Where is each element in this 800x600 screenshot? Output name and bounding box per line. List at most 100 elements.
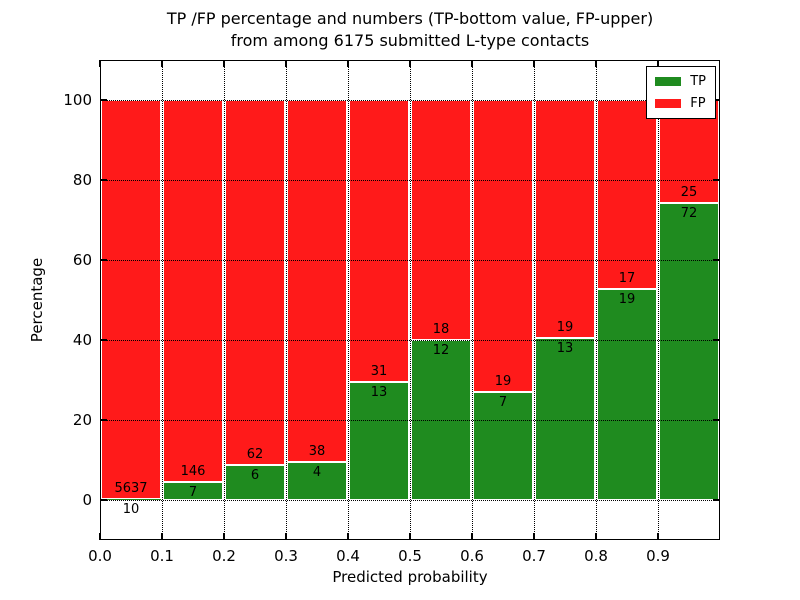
legend-entry-tp: TP (655, 74, 706, 89)
y-axis-tick (100, 419, 107, 421)
x-axis-tick (285, 60, 287, 67)
y-axis-tick (100, 499, 107, 501)
bar-value-fp: 62 (246, 446, 264, 462)
gridline-vertical (657, 60, 659, 540)
y-axis-tick (100, 179, 107, 181)
legend-entry-fp: FP (655, 96, 706, 111)
x-axis-tick (161, 60, 163, 67)
bar-value-tp: 7 (188, 484, 198, 500)
x-tick-label: 0.3 (274, 547, 298, 565)
x-axis-tick (409, 533, 411, 540)
y-tick-label: 20 (72, 411, 92, 429)
bars-layer (100, 60, 720, 540)
bar-segment-fp (225, 100, 285, 465)
ticks-layer (99, 60, 720, 540)
x-axis-tick (223, 533, 225, 540)
x-axis-tick (409, 60, 411, 67)
bar-segment-tp (225, 464, 285, 500)
y-tick-label: 40 (72, 331, 92, 349)
bar-segment-tp (349, 381, 409, 500)
chart-title-line1: TP /FP percentage and numbers (TP-bottom… (166, 9, 654, 28)
y-axis-tick (100, 339, 107, 341)
bar-value-tp: 7 (498, 395, 508, 411)
x-axis-tick (223, 60, 225, 67)
x-axis-tick (657, 533, 659, 540)
legend-label-tp: TP (690, 74, 706, 89)
bar-segment-tp (163, 481, 223, 500)
bar-segment-tp (535, 337, 595, 500)
bar-value-tp: 72 (680, 206, 698, 222)
chart-title: TP /FP percentage and numbers (TP-bottom… (100, 8, 720, 52)
bar-segment-tp (597, 288, 657, 500)
legend-label-fp: FP (690, 96, 706, 111)
bar-value-fp: 38 (308, 443, 326, 459)
y-axis-tick (713, 99, 720, 101)
gridline-vertical (595, 60, 597, 540)
bar-segment-tp (659, 203, 719, 500)
bar-segment-fp (101, 100, 161, 500)
gridline-vertical (347, 60, 349, 540)
x-axis-tick (533, 60, 535, 67)
bar-value-tp: 13 (370, 384, 388, 400)
x-tick-label: 0.5 (398, 547, 422, 565)
x-axis-tick (471, 533, 473, 540)
x-axis-tick (471, 60, 473, 67)
bar-segment-fp (349, 100, 409, 382)
y-axis-tick (100, 259, 107, 261)
bar-value-fp: 18 (432, 322, 450, 337)
labels-layer: 5637 10 146 7 62 6 38 4 31 13 18 12 19 7 19 13 17 19 25 72 0… (63, 60, 720, 565)
bar-segment-tp (287, 461, 347, 500)
x-tick-label: 0.4 (336, 547, 360, 565)
gridline-vertical (409, 60, 411, 540)
bar-value-fp: 5637 (114, 481, 148, 497)
x-axis-tick (595, 60, 597, 67)
bar-value-tp: 4 (312, 464, 322, 480)
x-tick-label: 0.9 (646, 547, 670, 565)
bar-value-fp: 31 (370, 363, 388, 379)
gridline-vertical (533, 60, 535, 540)
y-axis-tick (713, 419, 720, 421)
x-axis-tick (657, 60, 659, 67)
gridline-vertical (223, 60, 225, 540)
y-axis-label: Percentage (28, 257, 46, 343)
bar-value-tp: 10 (122, 502, 140, 518)
y-tick-label: 60 (72, 251, 92, 269)
bar-segment-fp (287, 100, 347, 462)
y-axis-tick (713, 499, 720, 501)
gridline-vertical (161, 60, 163, 540)
bar-value-tp: 13 (556, 340, 574, 356)
x-axis-tick (533, 533, 535, 540)
bar-value-fp: 19 (556, 319, 574, 335)
bar-value-fp: 19 (494, 374, 512, 390)
bar-segment-fp (411, 100, 471, 340)
fp-swatch-icon (655, 99, 682, 108)
bar-value-tp: 6 (250, 467, 260, 483)
y-axis-tick (100, 99, 107, 101)
x-axis-tick (161, 533, 163, 540)
bar-segment-fp (163, 100, 223, 482)
bar-value-tp: 12 (432, 343, 450, 358)
x-tick-label: 0.8 (584, 547, 608, 565)
y-axis-tick (713, 179, 720, 181)
gridline-vertical (471, 60, 473, 540)
bar-value-fp: 25 (680, 185, 698, 201)
x-axis-tick (99, 60, 101, 67)
bar-value-fp: 146 (180, 463, 206, 479)
x-tick-label: 0.6 (460, 547, 484, 565)
plot-area: 5637 10 146 7 62 6 38 4 31 13 18 12 19 7 19 13 17 19 25 72 0… (28, 60, 720, 586)
tp-swatch-icon (655, 77, 682, 86)
chart-title-line2: from among 6175 submitted L-type contact… (230, 31, 590, 50)
x-axis-tick (347, 533, 349, 540)
x-axis-label: Predicted probability (332, 568, 488, 586)
bar-segment-fp (597, 100, 657, 289)
bar-segment-fp (473, 100, 533, 393)
gridline-vertical (285, 60, 287, 540)
y-tick-label: 80 (72, 171, 92, 189)
x-axis-tick (99, 533, 101, 540)
y-axis-tick (713, 259, 720, 261)
x-tick-label: 0.0 (88, 547, 112, 565)
y-tick-label: 0 (82, 491, 92, 509)
y-axis-tick (713, 339, 720, 341)
x-tick-label: 0.7 (522, 547, 546, 565)
